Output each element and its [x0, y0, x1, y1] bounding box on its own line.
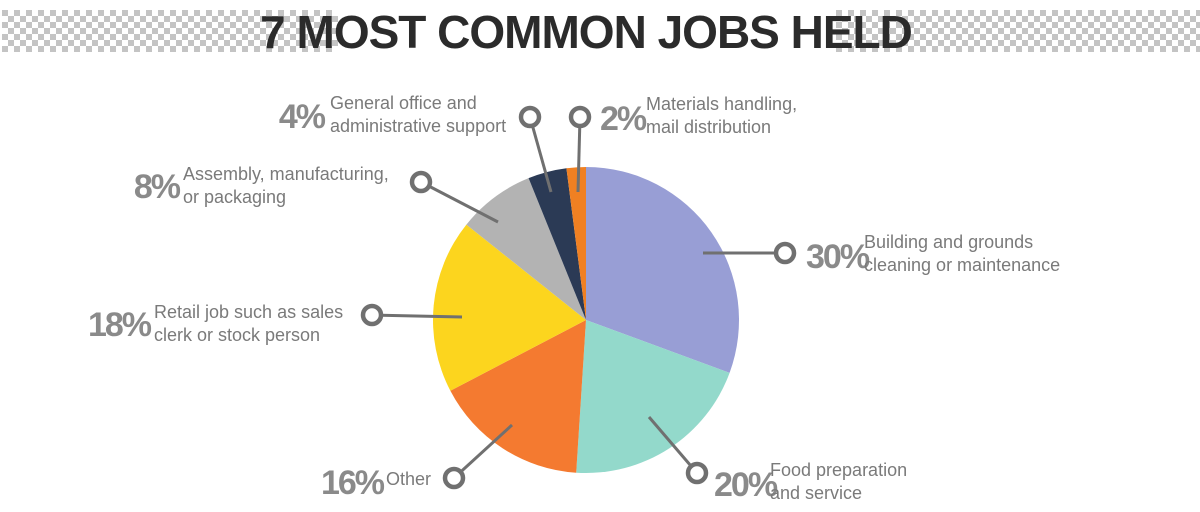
leader-line-7 — [576, 116, 582, 193]
leader-marker-4 — [360, 303, 384, 327]
checker-pattern-right — [836, 10, 1200, 52]
leader-line-3 — [452, 423, 514, 480]
leader-line-5 — [420, 180, 499, 224]
slice-percent-label: 18% — [88, 306, 152, 344]
slice-percent-label: 4% — [279, 98, 326, 136]
leader-line-2 — [647, 416, 699, 474]
pie-slice-3 — [450, 320, 586, 473]
slice-category-label: General office and administrative support — [330, 93, 506, 136]
slice-percent-label: 8% — [134, 168, 181, 206]
leader-lines — [360, 105, 797, 490]
pie-slice-1 — [586, 167, 740, 373]
slice-percent-label: 2% — [600, 100, 647, 138]
slice-category-label: Building and grounds cleaning or maintena… — [864, 232, 1060, 275]
pie-slice-5 — [466, 178, 586, 320]
slice-percent-label: 16% — [321, 464, 385, 502]
leader-marker-7 — [568, 105, 592, 129]
slice-category-label: Other — [386, 469, 431, 489]
slice-category-label: Assembly, manufacturing, or packaging — [183, 164, 389, 207]
slice-category-label: Materials handling, mail distribution — [646, 94, 797, 137]
slice-category-label: Food preparation and service — [770, 460, 907, 503]
slice-labels: 30%Building and grounds cleaning or maint… — [88, 93, 1060, 504]
slice-percent-label: 20% — [714, 466, 778, 504]
pie-slice-7 — [566, 167, 586, 320]
checker-pattern-left — [2, 10, 338, 52]
pie-slice-6 — [528, 168, 586, 320]
leader-marker-6 — [518, 105, 542, 129]
pie-slices — [433, 167, 740, 474]
leader-marker-5 — [409, 170, 433, 194]
leader-line-4 — [371, 313, 463, 319]
leader-marker-3 — [442, 466, 466, 490]
slice-category-label: Retail job such as sales clerk or stock p… — [154, 302, 343, 345]
pie-slice-2 — [576, 320, 730, 474]
leader-line-6 — [528, 116, 553, 193]
pie-slice-4 — [433, 224, 586, 391]
chart-title: 7 MOST COMMON JOBS HELD — [260, 6, 912, 58]
leader-marker-1 — [773, 241, 797, 265]
leader-marker-2 — [685, 461, 709, 485]
slice-percent-label: 30% — [806, 238, 870, 276]
